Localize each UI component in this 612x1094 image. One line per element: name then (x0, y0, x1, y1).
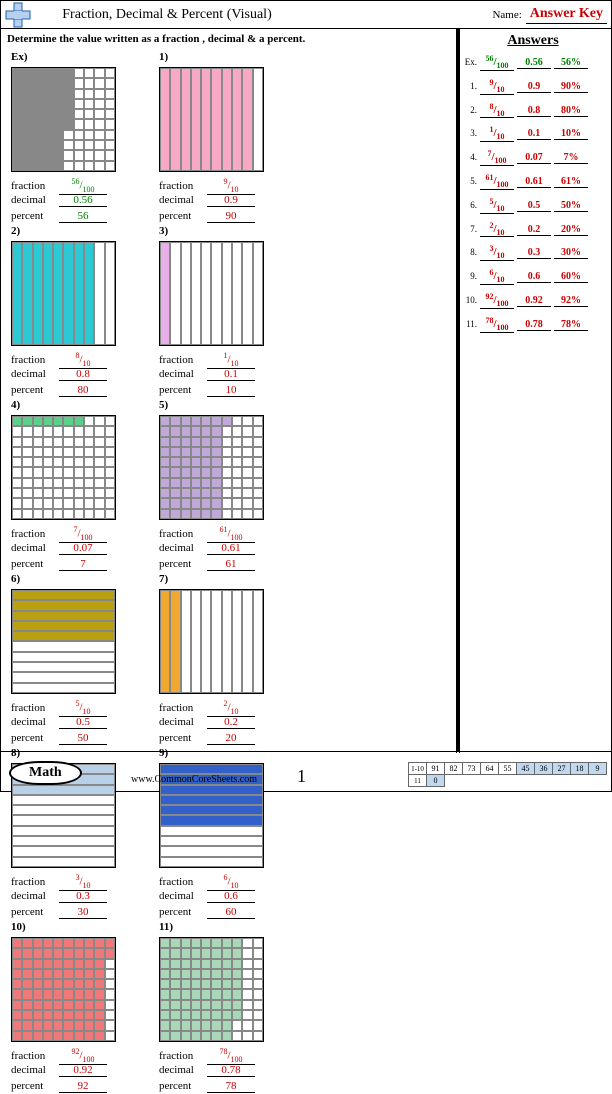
answer-row: 7.2/100.220% (463, 222, 603, 238)
value-row: fraction56/100 (11, 178, 151, 192)
problem: 10) fraction92/100 decimal0.92 percent92 (7, 919, 155, 1093)
value-row: fraction61/100 (159, 526, 299, 540)
value-row: decimal0.6 (159, 890, 299, 904)
answer-row: 1.9/100.990% (463, 79, 603, 95)
answer-row: Ex.56/1000.5656% (463, 55, 603, 71)
footer: Math www.CommonCoreSheets.com 1 1-109182… (1, 751, 611, 791)
answers-column: Answers Ex.56/1000.5656% 1.9/100.990% 2.8/… (457, 29, 609, 751)
plus-logo-icon (5, 2, 31, 28)
value-row: decimal0.1 (159, 368, 299, 382)
value-row: percent61 (159, 558, 299, 572)
value-row: percent30 (11, 906, 151, 920)
visual-grid (159, 67, 264, 172)
value-row: decimal0.3 (11, 890, 151, 904)
problem-label: 10) (11, 921, 151, 935)
problem: 2) fraction8/10 decimal0.8 percent80 (7, 223, 155, 397)
answers-list: Ex.56/1000.5656% 1.9/100.990% 2.8/100.880%… (463, 55, 603, 333)
worksheet-page: Fraction, Decimal & Percent (Visual) Nam… (0, 0, 612, 792)
value-row: fraction2/10 (159, 700, 299, 714)
answer-row: 2.8/100.880% (463, 103, 603, 119)
problem-label: 2) (11, 225, 151, 239)
value-row: percent20 (159, 732, 299, 746)
problem-label: 6) (11, 573, 151, 587)
value-row: fraction5/10 (11, 700, 151, 714)
value-row: percent7 (11, 558, 151, 572)
value-row: fraction78/100 (159, 1048, 299, 1062)
score-grid: 1-109182736455453627189110 (408, 762, 607, 787)
name-value: Answer Key (526, 6, 607, 24)
body: Determine the value written as a fractio… (1, 29, 611, 751)
value-row: decimal0.2 (159, 716, 299, 730)
answer-row: 3.1/100.110% (463, 126, 603, 142)
value-row: decimal0.8 (11, 368, 151, 382)
problem: 5) fraction61/100 decimal0.61 percent61 (155, 397, 303, 571)
answer-row: 11.78/1000.7878% (463, 317, 603, 333)
answer-row: 8.3/100.330% (463, 245, 603, 261)
value-row: percent60 (159, 906, 299, 920)
value-row: percent80 (11, 384, 151, 398)
answer-row: 5.61/1000.6161% (463, 174, 603, 190)
visual-grid (159, 415, 264, 520)
value-row: percent90 (159, 210, 299, 224)
value-row: fraction9/10 (159, 178, 299, 192)
instruction: Determine the value written as a fractio… (7, 33, 450, 45)
answers-title: Answers (463, 33, 603, 49)
visual-grid (159, 241, 264, 346)
problem-label: 4) (11, 399, 151, 413)
value-row: fraction3/10 (11, 874, 151, 888)
answer-row: 6.5/100.550% (463, 198, 603, 214)
problem: 6) fraction5/10 decimal0.5 percent50 (7, 571, 155, 745)
visual-grid (11, 67, 116, 172)
problem-label: 11) (159, 921, 299, 935)
value-row: decimal0.61 (159, 542, 299, 556)
value-row: fraction7/100 (11, 526, 151, 540)
value-row: decimal0.07 (11, 542, 151, 556)
visual-grid (11, 937, 116, 1042)
problem: 3) fraction1/10 decimal0.1 percent10 (155, 223, 303, 397)
value-row: fraction92/100 (11, 1048, 151, 1062)
problem: Ex) fraction56/100 decimal0.56 percent56 (7, 49, 155, 223)
problem: 1) fraction9/10 decimal0.9 percent90 (155, 49, 303, 223)
visual-grid (11, 589, 116, 694)
subject-pill: Math (9, 761, 82, 785)
problem-label: 1) (159, 51, 299, 65)
worksheet-title: Fraction, Decimal & Percent (Visual) (37, 7, 297, 23)
value-row: fraction6/10 (159, 874, 299, 888)
value-row: percent56 (11, 210, 151, 224)
value-row: decimal0.92 (11, 1064, 151, 1078)
value-row: decimal0.9 (159, 194, 299, 208)
value-row: percent50 (11, 732, 151, 746)
problem-label: 5) (159, 399, 299, 413)
problem: 4) fraction7/100 decimal0.07 percent7 (7, 397, 155, 571)
visual-grid (159, 937, 264, 1042)
value-row: percent78 (159, 1080, 299, 1094)
value-row: percent10 (159, 384, 299, 398)
visual-grid (159, 589, 264, 694)
value-row: decimal0.5 (11, 716, 151, 730)
answer-row: 10.92/1000.9292% (463, 293, 603, 309)
value-row: percent92 (11, 1080, 151, 1094)
problem: 11) fraction78/100 decimal0.78 percent78 (155, 919, 303, 1093)
answer-row: 4.7/1000.077% (463, 150, 603, 166)
value-row: decimal0.78 (159, 1064, 299, 1078)
value-row: decimal0.56 (11, 194, 151, 208)
answer-row: 9.6/100.660% (463, 269, 603, 285)
visual-grid (11, 241, 116, 346)
header: Fraction, Decimal & Percent (Visual) Nam… (1, 1, 611, 29)
problem-label: 7) (159, 573, 299, 587)
problem-label: Ex) (11, 51, 151, 65)
main-column: Determine the value written as a fractio… (1, 29, 457, 751)
source-url: www.CommonCoreSheets.com (131, 774, 257, 785)
value-row: fraction8/10 (11, 352, 151, 366)
page-number: 1 (297, 766, 306, 787)
visual-grid (11, 415, 116, 520)
problem: 7) fraction2/10 decimal0.2 percent20 (155, 571, 303, 745)
name-label: Name: (492, 9, 521, 21)
value-row: fraction1/10 (159, 352, 299, 366)
problem-label: 3) (159, 225, 299, 239)
problems-grid: Ex) fraction56/100 decimal0.56 percent56 1) f… (7, 49, 450, 1093)
